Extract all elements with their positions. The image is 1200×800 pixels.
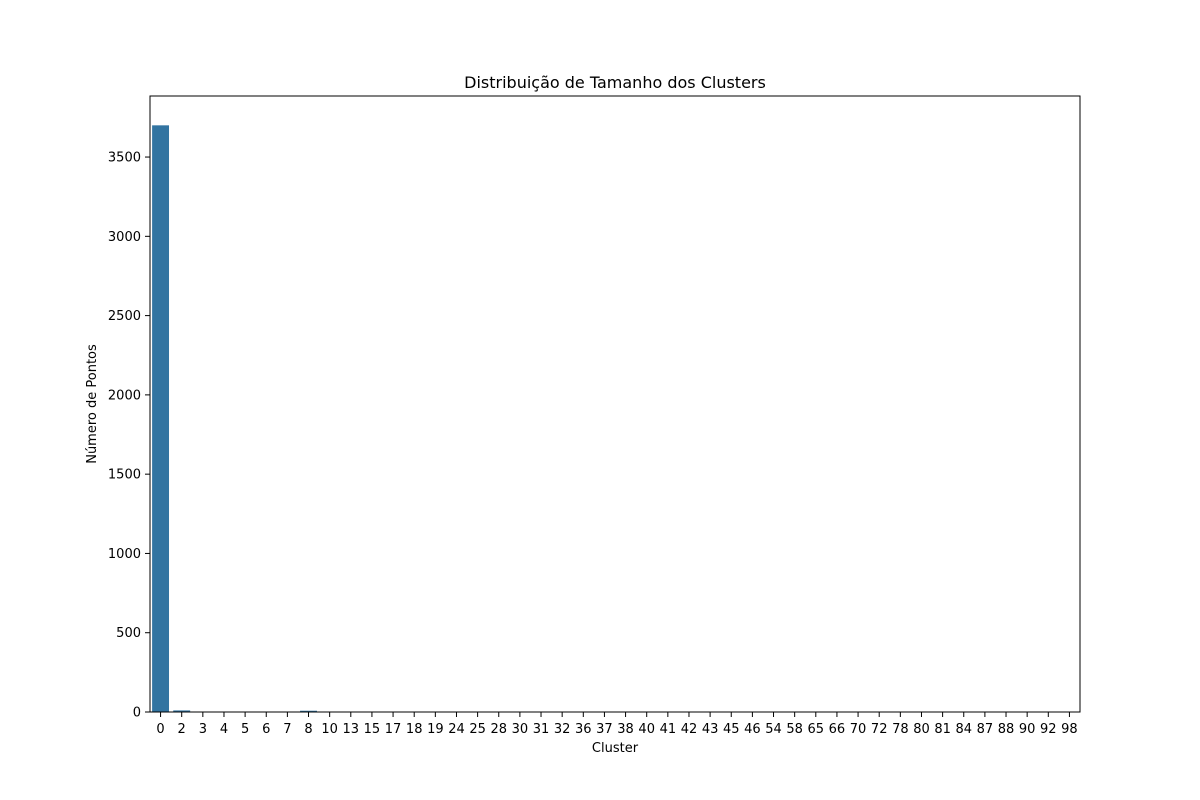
x-tick-label: 45 <box>723 722 740 737</box>
x-tick-label: 8 <box>304 722 312 737</box>
x-axis: 0 2 3 4 5 6 7 8 10 13 15 17 18 19 24 25 28 30 31 32 36 37 38 40… <box>156 712 1078 737</box>
x-tick-label: 10 <box>321 722 338 737</box>
x-tick-label: 98 <box>1061 722 1078 737</box>
x-tick-label: 15 <box>364 722 381 737</box>
bar-cluster-2 <box>173 710 191 712</box>
x-tick-label: 87 <box>977 722 994 737</box>
bar-cluster-0 <box>152 125 170 712</box>
x-tick-label: 32 <box>554 722 571 737</box>
x-tick-label: 41 <box>660 722 677 737</box>
x-tick-label: 13 <box>343 722 360 737</box>
x-tick-label: 65 <box>808 722 825 737</box>
x-tick-label: 66 <box>829 722 846 737</box>
x-tick-label: 25 <box>469 722 486 737</box>
y-axis-label: Número de Pontos <box>85 344 100 464</box>
x-tick-label: 18 <box>406 722 423 737</box>
bar-cluster-8 <box>300 710 317 712</box>
y-tick-label: 3500 <box>108 151 141 166</box>
x-tick-label: 5 <box>241 722 249 737</box>
x-tick-label: 46 <box>744 722 761 737</box>
x-tick-label: 6 <box>262 722 270 737</box>
x-tick-label: 36 <box>575 722 592 737</box>
x-tick-label: 92 <box>1040 722 1057 737</box>
x-tick-label: 38 <box>617 722 634 737</box>
x-tick-label: 24 <box>448 722 465 737</box>
x-axis-label: Cluster <box>592 741 639 756</box>
plot-frame <box>149 95 1081 713</box>
x-tick-label: 31 <box>533 722 550 737</box>
y-tick-label: 500 <box>116 626 141 641</box>
x-tick-label: 2 <box>178 722 186 737</box>
x-tick-label: 30 <box>512 722 529 737</box>
x-tick-label: 40 <box>638 722 655 737</box>
x-tick-label: 37 <box>596 722 613 737</box>
y-tick-label: 0 <box>133 706 141 721</box>
x-tick-label: 72 <box>871 722 888 737</box>
x-tick-label: 3 <box>199 722 207 737</box>
x-tick-label: 84 <box>955 722 972 737</box>
x-tick-label: 81 <box>934 722 951 737</box>
x-tick-label: 58 <box>786 722 803 737</box>
y-axis: 0 500 1000 1500 2000 2500 3000 3500 <box>108 151 150 721</box>
x-tick-label: 42 <box>681 722 698 737</box>
x-tick-label: 90 <box>1019 722 1036 737</box>
x-tick-label: 78 <box>892 722 909 737</box>
x-tick-label: 17 <box>385 722 402 737</box>
chart-title: Distribuição de Tamanho dos Clusters <box>464 73 766 92</box>
y-tick-label: 1000 <box>108 547 141 562</box>
x-tick-label: 54 <box>765 722 782 737</box>
x-tick-label: 28 <box>490 722 507 737</box>
y-tick-label: 2500 <box>108 309 141 324</box>
y-tick-label: 1500 <box>108 468 141 483</box>
x-tick-label: 7 <box>283 722 291 737</box>
y-tick-label: 3000 <box>108 230 141 245</box>
bars-group <box>152 125 1078 712</box>
x-tick-label: 43 <box>702 722 719 737</box>
x-tick-label: 70 <box>850 722 867 737</box>
x-tick-label: 0 <box>156 722 164 737</box>
x-tick-label: 4 <box>220 722 228 737</box>
y-tick-label: 2000 <box>108 388 141 403</box>
x-tick-label: 19 <box>427 722 444 737</box>
x-tick-label: 80 <box>913 722 930 737</box>
x-tick-label: 88 <box>998 722 1015 737</box>
